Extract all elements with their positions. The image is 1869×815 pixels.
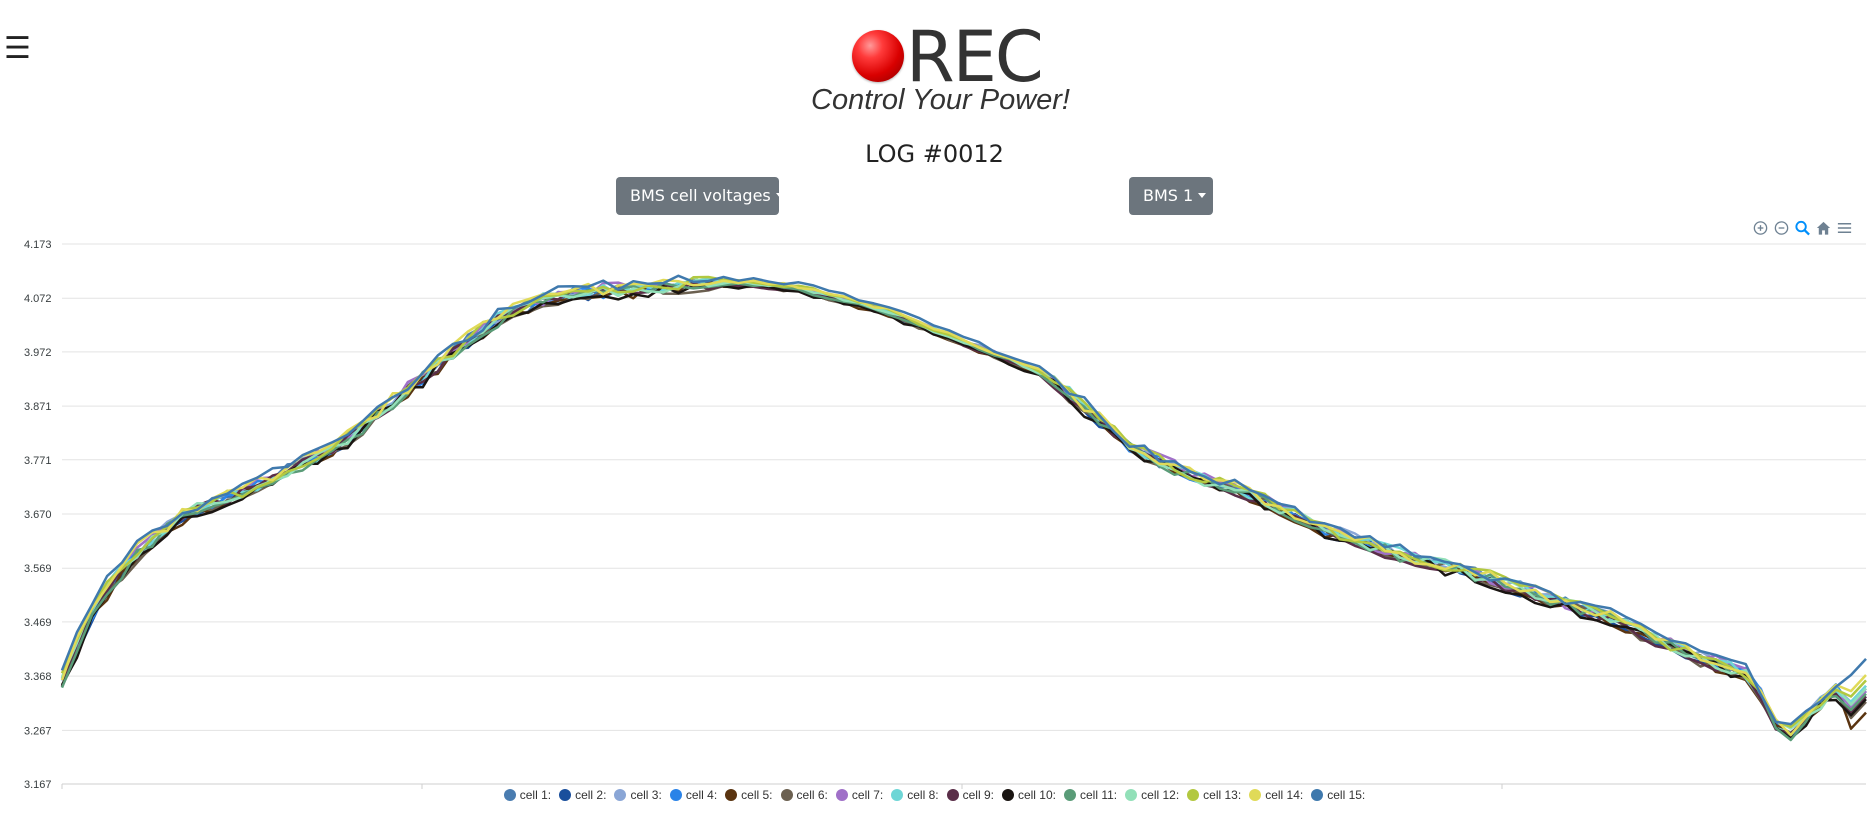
- legend-label: cell 12:: [1141, 788, 1180, 802]
- y-tick-label: 4.173: [24, 239, 52, 251]
- legend-marker: [1249, 789, 1262, 801]
- bms-select-dropdown[interactable]: BMS 1: [1129, 177, 1213, 215]
- series-line-cell-14: [60, 278, 1867, 737]
- logo-text: REC: [906, 16, 1044, 98]
- legend-item[interactable]: cell 8:: [891, 788, 939, 802]
- hamburger-menu-icon[interactable]: ☰: [4, 31, 31, 66]
- chart-legend: cell 1: cell 2: cell 3: cell 4: cell 5: cell …: [0, 788, 1869, 802]
- legend-label: cell 6:: [796, 788, 828, 802]
- legend-item[interactable]: cell 6:: [780, 788, 828, 802]
- legend-item[interactable]: cell 13:: [1187, 788, 1241, 802]
- legend-marker: [891, 789, 904, 801]
- legend-label: cell 1:: [519, 788, 552, 802]
- legend-label: cell 3:: [630, 788, 662, 802]
- series-line-cell-5: [60, 279, 1867, 735]
- legend-marker: [725, 789, 738, 801]
- series-line-cell-15: [60, 274, 1867, 726]
- chart-type-dropdown[interactable]: BMS cell voltages: [616, 177, 784, 215]
- legend-item[interactable]: cell 9:: [946, 788, 994, 802]
- legend-item[interactable]: cell 1:: [503, 788, 552, 802]
- legend-label: cell 10:: [1017, 788, 1056, 802]
- y-tick-label: 3.670: [24, 509, 52, 521]
- legend-item[interactable]: cell 10:: [1001, 788, 1056, 802]
- legend-label: cell 14:: [1265, 788, 1304, 802]
- legend-item[interactable]: cell 2:: [559, 788, 606, 802]
- legend-marker: [1311, 789, 1324, 801]
- y-tick-label: 3.871: [24, 401, 52, 413]
- chart-toolbar: [1752, 219, 1853, 239]
- series-line-cell-10: [60, 283, 1867, 740]
- y-tick-label: 4.072: [24, 293, 52, 305]
- legend-marker: [1001, 789, 1014, 801]
- series-line-cell-1: [60, 280, 1867, 740]
- y-tick-label: 3.267: [24, 725, 52, 737]
- legend-label: cell 2:: [575, 788, 607, 802]
- legend-label: cell 13:: [1203, 788, 1242, 802]
- legend-marker: [559, 789, 572, 801]
- y-tick-label: 3.167: [24, 779, 52, 790]
- series-line-cell-9: [60, 281, 1867, 735]
- chart-menu-icon[interactable]: [1836, 219, 1853, 237]
- y-tick-label: 3.771: [24, 455, 52, 467]
- caret-down-icon: [1198, 193, 1207, 198]
- y-tick-label: 3.368: [24, 671, 52, 683]
- legend-marker: [614, 789, 627, 801]
- legend-label: cell 4:: [685, 788, 718, 802]
- bms-dropdown-label: BMS 1: [1143, 186, 1194, 205]
- legend-item[interactable]: cell 11:: [1064, 788, 1117, 802]
- legend-item[interactable]: cell 5:: [725, 788, 773, 802]
- legend-marker: [835, 789, 848, 801]
- y-tick-label: 3.972: [24, 347, 52, 359]
- legend-marker: [503, 789, 516, 801]
- legend-label: cell 15:: [1327, 788, 1366, 802]
- zoom-selection-icon[interactable]: [1794, 219, 1811, 237]
- legend-item[interactable]: cell 14:: [1249, 788, 1303, 802]
- legend-item[interactable]: cell 12:: [1125, 788, 1179, 802]
- legend-label: cell 9:: [962, 788, 994, 802]
- zoom-out-icon[interactable]: [1773, 219, 1790, 237]
- series-line-cell-2: [60, 279, 1867, 737]
- y-tick-label: 3.569: [24, 563, 52, 575]
- legend-item[interactable]: cell 15:: [1311, 788, 1365, 802]
- legend-label: cell 5:: [741, 788, 773, 802]
- legend-marker: [1125, 789, 1138, 801]
- cell-voltage-chart[interactable]: 4.173 4.072 3.972 3.871 3.771 3.670 3.569 3.469…: [0, 230, 1869, 790]
- legend-marker: [669, 789, 682, 801]
- legend-marker: [1064, 789, 1076, 801]
- legend-item[interactable]: cell 3:: [614, 788, 662, 802]
- series-line-cell-3: [60, 279, 1867, 736]
- rec-logo: REC Control Your Power!: [808, 22, 1078, 118]
- legend-label: cell 7:: [851, 788, 884, 802]
- legend-item[interactable]: cell 4:: [669, 788, 718, 802]
- series-line-cell-4: [60, 279, 1867, 741]
- legend-marker: [780, 789, 793, 801]
- zoom-in-icon[interactable]: [1752, 219, 1769, 237]
- logo-slogan: Control Your Power!: [811, 84, 1070, 116]
- legend-item[interactable]: cell 7:: [835, 788, 884, 802]
- legend-label: cell 8:: [907, 788, 939, 802]
- page-title: LOG #0012: [865, 140, 1004, 168]
- caret-down-icon: [775, 193, 784, 198]
- home-reset-icon[interactable]: [1815, 219, 1832, 237]
- legend-marker: [1187, 789, 1200, 801]
- logo-ball: [852, 30, 904, 82]
- chart-type-dropdown-label: BMS cell voltages: [630, 186, 771, 205]
- legend-label: cell 11:: [1080, 788, 1118, 802]
- y-tick-label: 3.469: [24, 617, 52, 629]
- legend-marker: [946, 789, 959, 801]
